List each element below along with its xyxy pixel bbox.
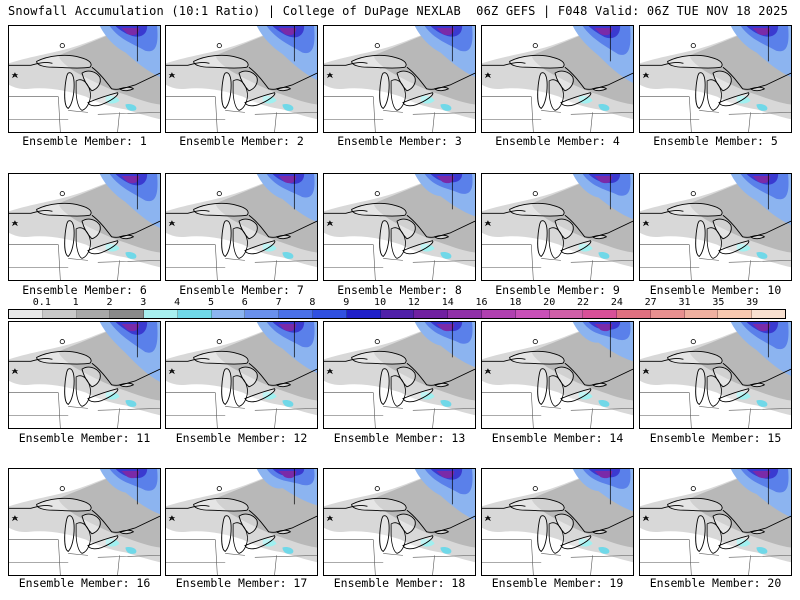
- ensemble-member-label: Ensemble Member: 19: [491, 576, 624, 590]
- colorbar-swatch: [110, 310, 145, 318]
- ensemble-member-label: Ensemble Member: 8: [337, 283, 462, 297]
- colorbar-label: 1: [72, 297, 79, 308]
- colorbar-swatch: [752, 310, 785, 318]
- colorbar-swatch: [380, 310, 415, 318]
- ensemble-member-label: Ensemble Member: 10: [649, 283, 782, 297]
- ensemble-member-map: [165, 173, 318, 281]
- ensemble-member-map: [323, 173, 476, 281]
- colorbar-label: 22: [577, 297, 590, 308]
- colorbar-label: 4: [174, 297, 181, 308]
- colorbar-swatch: [448, 310, 482, 318]
- colorbar-label: 14: [441, 297, 454, 308]
- ensemble-member-map: [323, 468, 476, 576]
- colorbar-swatch: [684, 310, 719, 318]
- colorbar-label: 27: [644, 297, 657, 308]
- colorbar-swatch: [481, 310, 516, 318]
- colorbar-swatches: [8, 309, 786, 319]
- colorbar-label: 18: [509, 297, 522, 308]
- colorbar-swatch: [617, 310, 651, 318]
- ensemble-member-map: [8, 173, 161, 281]
- ensemble-member-map: [165, 321, 318, 429]
- colorbar-swatch: [76, 310, 111, 318]
- colorbar-swatch: [718, 310, 753, 318]
- ensemble-member-label: Ensemble Member: 20: [649, 576, 782, 590]
- ensemble-member-map: [8, 468, 161, 576]
- colorbar-label: 9: [343, 297, 350, 308]
- ensemble-member-label: Ensemble Member: 7: [179, 283, 304, 297]
- map-title: Snowfall Accumulation (10:1 Ratio) | Col…: [8, 4, 461, 18]
- colorbar-swatch: [144, 310, 178, 318]
- colorbar-label: 5: [207, 297, 214, 308]
- colorbar-label: 16: [475, 297, 488, 308]
- ensemble-member-map: [481, 321, 634, 429]
- ensemble-member-map: [165, 25, 318, 133]
- ensemble-member-map: [8, 25, 161, 133]
- colorbar-label: 8: [309, 297, 316, 308]
- colorbar-swatch: [313, 310, 347, 318]
- ensemble-member-label: Ensemble Member: 14: [491, 431, 624, 445]
- ensemble-member-label: Ensemble Member: 11: [18, 431, 151, 445]
- colorbar-swatch: [9, 310, 43, 318]
- ensemble-member-label: Ensemble Member: 6: [22, 283, 147, 297]
- ensemble-member-label: Ensemble Member: 17: [175, 576, 308, 590]
- ensemble-member-map: [481, 25, 634, 133]
- ensemble-member-label: Ensemble Member: 4: [495, 134, 620, 148]
- colorbar-label: 6: [241, 297, 248, 308]
- colorbar-label: 31: [678, 297, 691, 308]
- ensemble-member-map: [481, 468, 634, 576]
- ensemble-member-map: [639, 321, 792, 429]
- ensemble-member-map: [323, 25, 476, 133]
- ensemble-member-map: [639, 468, 792, 576]
- ensemble-member-label: Ensemble Member: 18: [333, 576, 466, 590]
- colorbar-label: 24: [610, 297, 623, 308]
- snowfall-colorbar: 0.1 1 2 3 4 5 6 7 8 9 10 12 14 16 18 20 22 24 27 31 35 39: [8, 297, 786, 319]
- colorbar-label: 12: [407, 297, 420, 308]
- colorbar-swatch: [414, 310, 449, 318]
- colorbar-swatch: [583, 310, 618, 318]
- colorbar-swatch: [211, 310, 246, 318]
- ensemble-member-map: [165, 468, 318, 576]
- ensemble-member-map: [323, 321, 476, 429]
- colorbar-swatch: [177, 310, 212, 318]
- colorbar-labels: 0.1 1 2 3 4 5 6 7 8 9 10 12 14 16 18 20 22 24 27 31 35 39: [8, 297, 786, 308]
- ensemble-member-map: [481, 173, 634, 281]
- colorbar-label: 10: [374, 297, 387, 308]
- colorbar-label: 3: [140, 297, 147, 308]
- colorbar-swatch: [650, 310, 685, 318]
- ensemble-member-label: Ensemble Member: 12: [175, 431, 308, 445]
- colorbar-swatch: [245, 310, 280, 318]
- ensemble-member-map: [639, 25, 792, 133]
- ensemble-member-map: [8, 321, 161, 429]
- ensemble-member-label: Ensemble Member: 16: [18, 576, 151, 590]
- colorbar-label: 20: [543, 297, 556, 308]
- ensemble-member-label: Ensemble Member: 2: [179, 134, 304, 148]
- colorbar-swatch: [549, 310, 584, 318]
- colorbar-label: 39: [746, 297, 759, 308]
- run-valid-time: 06Z GEFS | F048 Valid: 06Z TUE NOV 18 20…: [476, 4, 788, 18]
- ensemble-member-map: [639, 173, 792, 281]
- ensemble-member-label: Ensemble Member: 1: [22, 134, 147, 148]
- colorbar-label: 35: [712, 297, 725, 308]
- ensemble-member-label: Ensemble Member: 5: [653, 134, 778, 148]
- colorbar-swatch: [515, 310, 550, 318]
- colorbar-swatch: [279, 310, 314, 318]
- ensemble-member-label: Ensemble Member: 15: [649, 431, 782, 445]
- colorbar-label: 2: [106, 297, 113, 308]
- colorbar-swatch: [346, 310, 381, 318]
- ensemble-member-label: Ensemble Member: 13: [333, 431, 466, 445]
- colorbar-label: 0.1: [32, 297, 51, 308]
- colorbar-swatch: [42, 310, 77, 318]
- ensemble-member-label: Ensemble Member: 9: [495, 283, 620, 297]
- colorbar-label: 7: [275, 297, 282, 308]
- ensemble-member-label: Ensemble Member: 3: [337, 134, 462, 148]
